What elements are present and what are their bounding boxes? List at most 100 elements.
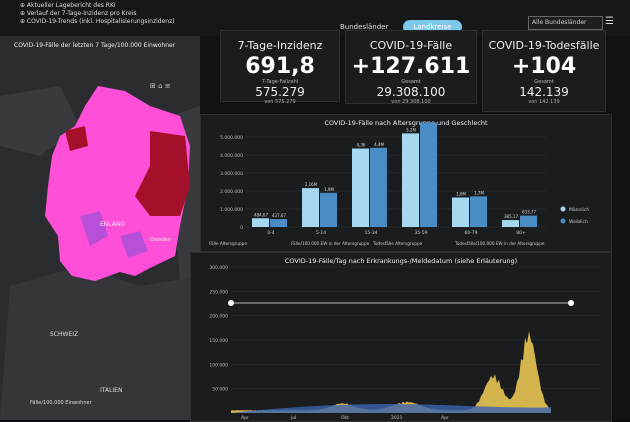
chart-footer-tab: Todesfälle Altersgruppe <box>372 241 423 246</box>
epicurve-panel: COVID-19-Fälle/Tag nach Erkrankungs-/Mel… <box>190 252 612 422</box>
bar-weiblich <box>370 147 387 227</box>
bar-value-label: 5,2M <box>406 127 416 132</box>
layers-icon[interactable]: ≡ <box>164 82 171 90</box>
range-slider-handle <box>568 300 574 306</box>
y-tick-label: 250.000 <box>209 289 228 295</box>
bar-weiblich <box>270 219 287 227</box>
map-panel: COVID-19-Fälle der letzten 7 Tage/100.00… <box>0 36 200 420</box>
x-tick-label: 80+ <box>516 230 526 236</box>
y-tick-label: 50.000 <box>212 387 228 393</box>
y-tick-label: 2.000.000 <box>220 189 243 195</box>
kpi-small: von 575.279 <box>264 99 296 105</box>
y-tick-label: 1.000.000 <box>220 207 243 213</box>
x-tick-label: Apr <box>241 415 249 421</box>
label-schweiz: SCHWEIZ <box>50 331 78 338</box>
chart-footer-tab: Fälle Altersgruppe <box>209 241 247 246</box>
legend-swatch <box>560 206 566 212</box>
kpi-faelle: COVID-19-Fälle +127.611 Gesamt 29.308.10… <box>345 30 477 105</box>
y-tick-label: 100.000 <box>209 362 228 368</box>
kpi-value: +127.611 <box>351 54 471 79</box>
map-title: COVID-19-Fälle der letzten 7 Tage/100.00… <box>14 42 176 49</box>
x-tick-label: 5-14 <box>316 230 326 236</box>
bar-value-label: 4,36 <box>357 143 366 148</box>
epicurve-area-reported <box>231 404 551 413</box>
kpi-sublabel: Gesamt <box>534 79 554 85</box>
chart-title: COVID-19-Fälle nach Altersgruppe und Ges… <box>324 119 488 127</box>
y-tick-label: 5.000.000 <box>220 135 243 141</box>
x-tick-label: 15-34 <box>364 230 377 236</box>
x-tick-label: Okt <box>341 415 349 421</box>
x-tick-label: 60-79 <box>464 230 477 236</box>
y-tick-label: 300.000 <box>209 265 228 271</box>
bar-value-label: 2,16M <box>305 182 318 187</box>
high-incidence-region[interactable] <box>135 131 190 216</box>
link-trends[interactable]: ⊕ COVID-19-Trends (inkl. Hospitalisierun… <box>20 18 175 25</box>
chart-footer-tab: Todesfälle/100.000 EW in der Altersgrupp… <box>454 241 545 246</box>
bar-weiblich <box>520 215 537 227</box>
hamburger-menu-icon[interactable]: ☰ <box>605 16 614 27</box>
kpi-subvalue: 575.279 <box>255 85 305 99</box>
bar-value-label: 1,6M <box>456 191 466 196</box>
kpi-subvalue: 29.308.100 <box>376 85 446 99</box>
kpi-todesfaelle: COVID-19-Todesfälle +104 Gesamt 142.139 … <box>482 30 606 112</box>
tab-bundeslaender[interactable]: Bundesländer <box>340 23 389 31</box>
age-gender-chart-panel: COVID-19-Fälle nach Altersgruppe und Ges… <box>200 114 612 252</box>
epicurve-chart: 300.000 250.000 200.000 150.000 100.000 50.00… <box>209 265 601 421</box>
label-land: ENLAND <box>100 221 125 228</box>
kpi-label: COVID-19-Fälle <box>369 39 453 52</box>
bar-value-label: 633,77 <box>522 210 536 215</box>
bar-value-label: 484,67 <box>254 212 268 217</box>
x-tick-label: Jul <box>290 415 296 421</box>
kpi-small: von 142.139 <box>528 99 560 105</box>
legend-label: Männlich <box>569 207 589 213</box>
chart-footer-tab: Fälle/100.000 EW in der Altersgruppe <box>291 241 370 246</box>
bar-maennlich <box>402 133 419 227</box>
bar-maennlich <box>352 148 369 227</box>
kpi-value: +104 <box>511 54 577 79</box>
germany-map[interactable]: Dresden ENLAND SCHWEIZ ITALIEN <box>0 36 200 420</box>
mid-incidence-region[interactable] <box>120 231 148 258</box>
bar-maennlich <box>302 188 319 227</box>
age-gender-bar-chart: 5.000.000 4.000.000 3.000.000 2.000.000 1.00… <box>209 122 589 246</box>
x-tick-label: 35-59 <box>414 230 427 236</box>
kpi-subvalue: 142.139 <box>519 85 569 99</box>
bar-value-label: 1,7M <box>474 190 484 195</box>
high-incidence-region[interactable] <box>65 126 88 151</box>
bar-weiblich <box>320 192 337 227</box>
y-tick-label: 3.000.000 <box>220 171 243 177</box>
link-lagebericht[interactable]: ⊕ Aktueller Lagebericht des RKI <box>20 2 116 9</box>
link-inzidenz-kreis[interactable]: ⊕ Verlauf der 7-Tage-Inzidenz pro Kreis <box>20 10 137 17</box>
epicurve-area <box>231 331 551 413</box>
kpi-label: 7-Tage-Inzidenz <box>237 39 323 52</box>
map-legend-label: Fälle/100.000 Einwohner <box>30 400 92 406</box>
kpi-value: 691,8 <box>245 54 315 79</box>
x-tick-label: 0-4 <box>267 230 274 236</box>
kpi-inzidenz: 7-Tage-Inzidenz 691,8 7-Tage-Fallzahl 57… <box>220 30 340 105</box>
epicurve-title: COVID-19-Fälle/Tag nach Erkrankungs-/Mel… <box>284 257 518 265</box>
bar-value-label: 1,9M <box>324 187 334 192</box>
mid-incidence-region[interactable] <box>80 211 108 246</box>
bar-value-label: 4,4M <box>374 142 384 147</box>
label-dresden: Dresden <box>150 237 171 243</box>
bundesland-select[interactable]: Alle Bundesländer <box>528 16 603 30</box>
kpi-sublabel: 7-Tage-Fallzahl <box>261 79 299 85</box>
header-links: ⊕ Aktueller Lagebericht des RKI ⊕ Verlau… <box>20 2 175 26</box>
bar-maennlich <box>452 197 469 227</box>
label-italien: ITALIEN <box>100 387 122 394</box>
kpi-sublabel: Gesamt <box>401 79 421 85</box>
x-tick-label: 2021 <box>391 415 403 421</box>
y-tick-label: 0 <box>240 225 243 231</box>
range-slider-handle <box>228 300 234 306</box>
y-tick-label: 200.000 <box>209 314 228 320</box>
legend-label: Weiblich <box>569 219 588 225</box>
bar-weiblich <box>420 122 437 227</box>
neighbor-country <box>0 266 200 420</box>
home-icon[interactable]: ⌂ <box>158 82 163 90</box>
map-toolbar: ⊞ ⌂ ≡ <box>150 82 171 90</box>
bar-value-label: 437,67 <box>272 213 286 218</box>
bar-weiblich <box>470 196 487 227</box>
legend-swatch <box>560 218 566 224</box>
zoom-in-icon[interactable]: ⊞ <box>150 82 156 90</box>
bar-value-label: 385,17 <box>504 214 518 219</box>
